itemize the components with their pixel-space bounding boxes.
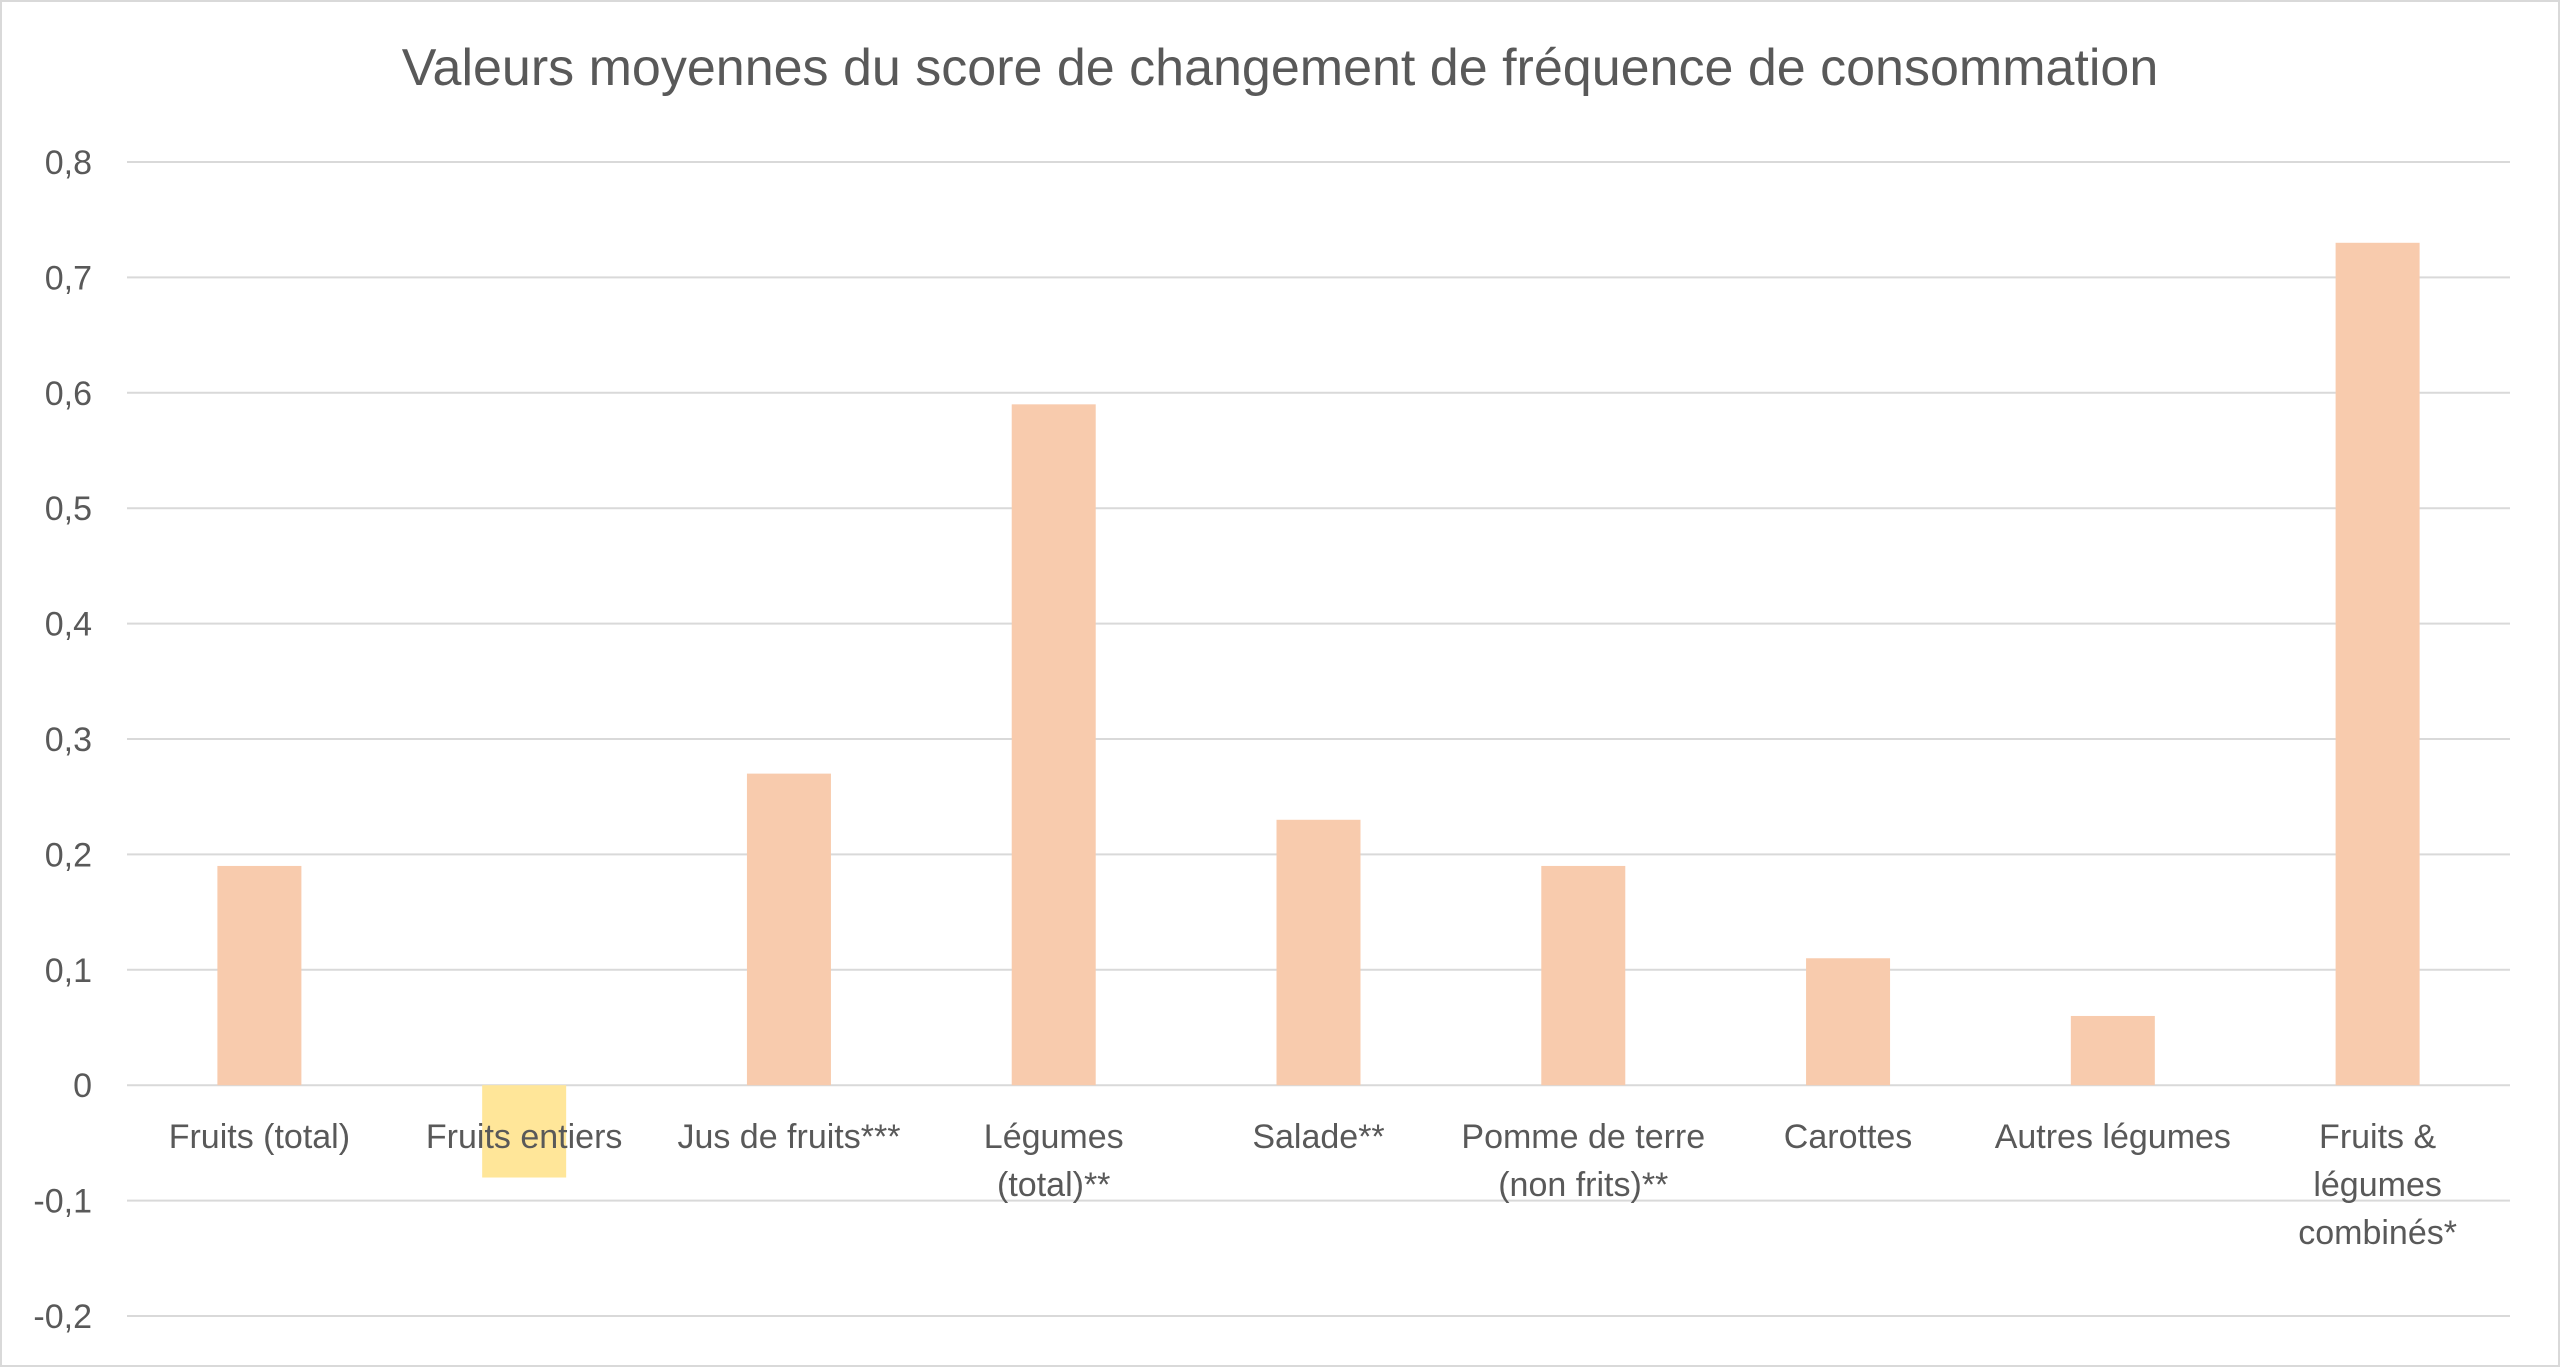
category-label-line: Salade** — [1252, 1118, 1384, 1156]
bar — [746, 773, 831, 1086]
bar — [1011, 404, 1096, 1086]
bar — [1806, 958, 1891, 1086]
category-label: Autres légumes — [1995, 1118, 2231, 1156]
y-tick-label: 0,4 — [45, 606, 92, 644]
bar — [217, 865, 302, 1086]
y-tick-label: -0,2 — [33, 1298, 92, 1336]
y-tick-label: 0,8 — [45, 144, 92, 182]
category-label-line: Jus de fruits*** — [677, 1118, 900, 1156]
category-label: Fruits entiers — [426, 1118, 623, 1156]
y-tick-label: 0,7 — [45, 259, 92, 297]
bar — [2335, 242, 2420, 1086]
category-label-line: (non frits)** — [1498, 1166, 1668, 1204]
category-label-line: légumes — [2313, 1166, 2442, 1204]
y-tick-label: 0 — [73, 1067, 92, 1105]
category-label: Fruits & légumes combinés* — [2298, 1118, 2457, 1252]
bar — [482, 1085, 567, 1178]
category-label: Jus de fruits*** — [677, 1118, 900, 1156]
bar — [2070, 1015, 2155, 1086]
y-tick-label: -0,1 — [33, 1183, 92, 1221]
y-tick-label: 0,2 — [45, 836, 92, 874]
category-label: Légumes (total)** — [984, 1118, 1124, 1204]
category-label-line: Pomme de terre — [1461, 1118, 1705, 1156]
category-label-line: Fruits (total) — [169, 1118, 350, 1156]
category-label: Pomme de terre (non frits)** — [1461, 1118, 1705, 1204]
category-label-line: combinés* — [2298, 1214, 2457, 1252]
category-label-line: Carottes — [1784, 1118, 1913, 1156]
bars — [217, 242, 2420, 1178]
y-tick-label: 0,5 — [45, 490, 92, 528]
category-label-line: Fruits & — [2319, 1118, 2436, 1156]
y-tick-label: 0,6 — [45, 375, 92, 413]
category-label: Salade** — [1252, 1118, 1384, 1156]
category-label-line: Légumes — [984, 1118, 1124, 1156]
bar — [1276, 819, 1361, 1086]
category-label: Carottes — [1784, 1118, 1913, 1156]
category-label-line: (total)** — [997, 1166, 1110, 1204]
bar — [1541, 865, 1626, 1086]
category-label-line: Autres légumes — [1995, 1118, 2231, 1156]
category-label-line: Fruits entiers — [426, 1118, 623, 1156]
y-tick-label: 0,1 — [45, 952, 92, 990]
category-label: Fruits (total) — [169, 1118, 350, 1156]
category-labels: Fruits (total) Fruits entiers Jus de fruit… — [169, 1118, 2457, 1252]
y-axis-tick-labels: -0,2 -0,1 0 0,1 0,2 0,3 0,4 0,5 0,6 0,7 0,8 — [33, 144, 92, 1336]
y-tick-label: 0,3 — [45, 721, 92, 759]
chart-title: Valeurs moyennes du score de changement … — [401, 39, 2159, 97]
